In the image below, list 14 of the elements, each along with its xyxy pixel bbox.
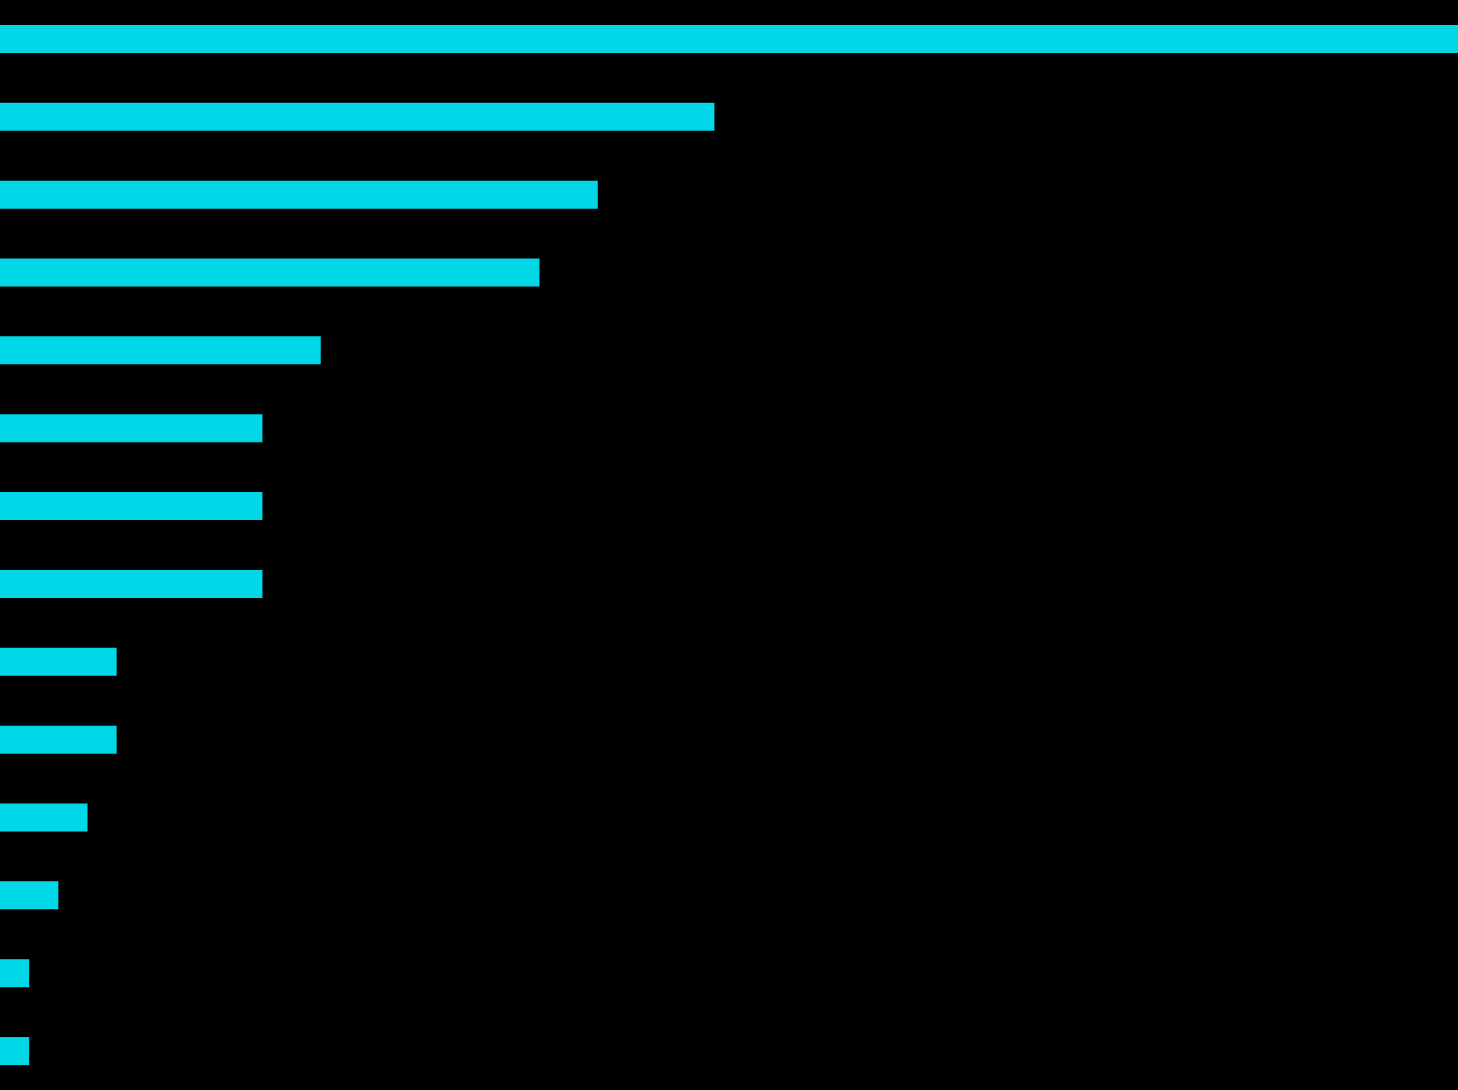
- bar: [0, 492, 263, 521]
- bar: [0, 959, 30, 988]
- bar: [0, 258, 540, 287]
- bar: [0, 414, 263, 443]
- bar: [0, 725, 117, 754]
- bar: [0, 336, 321, 365]
- bar: [0, 180, 598, 209]
- bar: [0, 102, 715, 131]
- bar: [0, 803, 88, 832]
- bar: [0, 569, 263, 598]
- bar: [0, 24, 1458, 53]
- bar: [0, 1037, 30, 1066]
- bar: [0, 647, 117, 676]
- bar: [0, 881, 59, 910]
